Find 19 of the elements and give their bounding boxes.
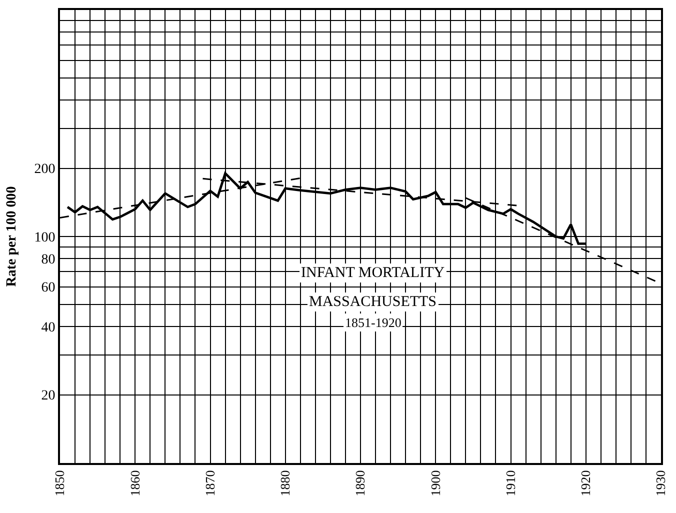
- x-tick-label: 1930: [653, 470, 668, 496]
- text: INFANT MORTALITY: [301, 265, 445, 281]
- y-tick-label: 60: [41, 280, 56, 296]
- x-tick-label: 1850: [52, 470, 68, 496]
- x-tick-label: 1900: [428, 470, 443, 496]
- x-tick-label: 1870: [202, 470, 218, 496]
- x-tick-label: 1920: [578, 470, 594, 496]
- y-tick-label: 40: [41, 320, 56, 336]
- y-tick-label: 100: [34, 230, 56, 246]
- x-tick-label: 1910: [502, 470, 518, 496]
- y-tick-label: 20: [41, 388, 56, 404]
- x-tick-label: 1880: [278, 470, 293, 496]
- y-axis-title: Rate per 100 000: [4, 186, 20, 287]
- text: MASSACHUSETTS: [309, 294, 437, 310]
- y-tick-label: 80: [41, 252, 56, 268]
- annotation: 1851-1920: [345, 315, 402, 330]
- x-tick-label: 1890: [352, 470, 368, 496]
- x-tick-label: 1860: [127, 470, 142, 496]
- y-tick-label: 200: [34, 162, 56, 178]
